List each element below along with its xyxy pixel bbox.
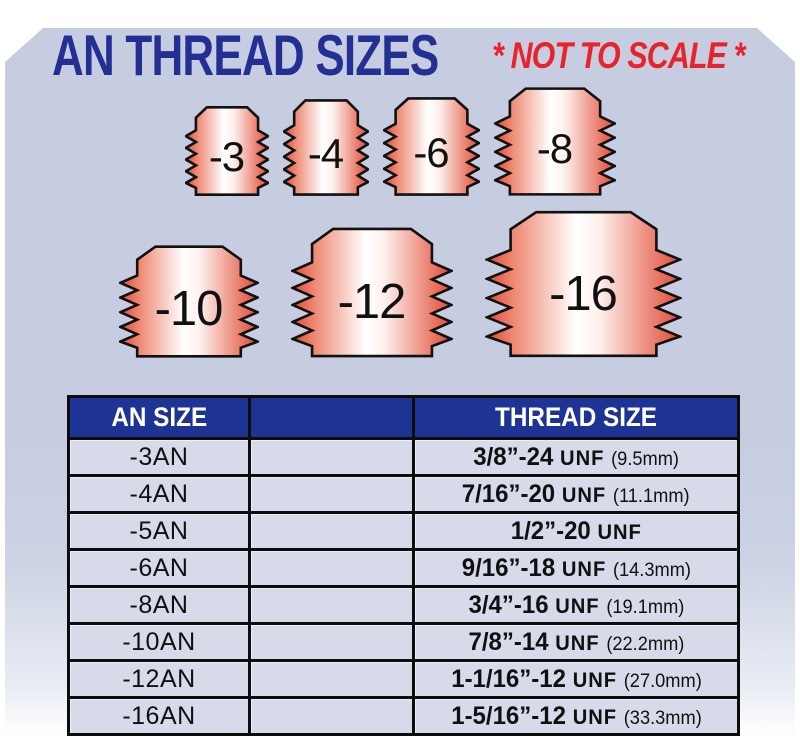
fitting-16-illustration: -16 xyxy=(485,210,682,358)
table-row: -4AN 7/16”-20 UNF (11.1mm) xyxy=(67,474,740,514)
fitting-6-illustration: -6 xyxy=(383,97,480,196)
an-size-cell: -3AN xyxy=(67,437,251,477)
an-size-cell: -12AN xyxy=(67,659,251,699)
thread-size-cell: 3/4”-16 UNF (19.1mm) xyxy=(412,585,740,625)
an-size-cell: -16AN xyxy=(67,696,251,736)
fitting-label: -4 xyxy=(307,130,344,178)
fitting-cell xyxy=(248,437,415,477)
fitting-label: -16 xyxy=(549,267,618,322)
fitting-cell xyxy=(248,659,415,699)
table-row: -16AN 1-5/16”-12 UNF (33.3mm) xyxy=(67,696,740,736)
middle-header xyxy=(248,395,415,440)
fitting-4-illustration: -4 xyxy=(283,99,369,196)
fitting-cell xyxy=(248,696,415,736)
fitting-cell xyxy=(248,474,415,514)
fitting-cell xyxy=(248,585,415,625)
thread-size-cell: 1/2”-20 UNF xyxy=(412,511,740,551)
not-to-scale-note: * NOT TO SCALE * xyxy=(492,35,745,76)
an-size-header: AN SIZE xyxy=(67,395,251,440)
fitting-cell xyxy=(248,622,415,662)
thread-size-cell: 9/16”-18 UNF (14.3mm) xyxy=(412,548,740,588)
fittings-row-small: -3 -4 -6 -8 xyxy=(0,84,800,196)
threaded-fitting-icon xyxy=(119,245,259,358)
fittings-row-large: -10 -12 -16 xyxy=(0,210,800,358)
table-row: -8AN 3/4”-16 UNF (19.1mm) xyxy=(67,585,740,625)
fitting-label: -12 xyxy=(337,274,407,329)
fitting-label: -6 xyxy=(413,129,449,177)
table-row: -10AN 7/8”-14 UNF (22.2mm) xyxy=(67,622,740,662)
thread-size-header: THREAD SIZE xyxy=(412,395,740,440)
table-row: -6AN 9/16”-18 UNF (14.3mm) xyxy=(67,548,740,588)
thread-size-cell: 7/8”-14 UNF (22.2mm) xyxy=(412,622,740,662)
threaded-fitting-icon xyxy=(485,210,682,358)
fitting-label: -3 xyxy=(208,133,245,181)
table-header-row: AN SIZE THREAD SIZE xyxy=(67,395,740,440)
fitting-label: -10 xyxy=(154,282,224,337)
table-row: -3AN 3/8”-24 UNF (9.5mm) xyxy=(67,437,740,477)
fitting-8-illustration: -8 xyxy=(494,87,616,196)
thread-size-cell: 1-1/16”-12 UNF (27.0mm) xyxy=(412,659,740,699)
fitting-3-illustration: -3 xyxy=(185,106,269,196)
threaded-fitting-icon xyxy=(291,227,453,358)
table-row: -5AN 1/2”-20 UNF xyxy=(67,511,740,551)
thread-size-cell: 1-5/16”-12 UNF (33.3mm) xyxy=(412,696,740,736)
threaded-fitting-icon xyxy=(185,106,269,196)
page-title: AN THREAD SIZES xyxy=(52,23,439,88)
fitting-cell xyxy=(248,548,415,588)
thread-size-cell: 3/8”-24 UNF (9.5mm) xyxy=(412,437,740,477)
an-size-cell: -5AN xyxy=(67,511,251,551)
an-size-cell: -4AN xyxy=(67,474,251,514)
an-size-cell: -10AN xyxy=(67,622,251,662)
threaded-fitting-icon xyxy=(494,87,616,196)
fitting-10-illustration: -10 xyxy=(119,245,259,358)
table-row: -12AN 1-1/16”-12 UNF (27.0mm) xyxy=(67,659,740,699)
an-size-cell: -8AN xyxy=(67,585,251,625)
thread-size-cell: 7/16”-20 UNF (11.1mm) xyxy=(412,474,740,514)
fitting-12-illustration: -12 xyxy=(291,227,453,358)
an-thread-size-table: AN SIZE THREAD SIZE -3AN 3/8”-24 UNF (9.5m… xyxy=(67,395,740,736)
fitting-label: -8 xyxy=(536,125,573,173)
fitting-cell xyxy=(248,511,415,551)
an-size-cell: -6AN xyxy=(67,548,251,588)
threaded-fitting-icon xyxy=(283,99,369,196)
threaded-fitting-icon xyxy=(383,97,480,196)
